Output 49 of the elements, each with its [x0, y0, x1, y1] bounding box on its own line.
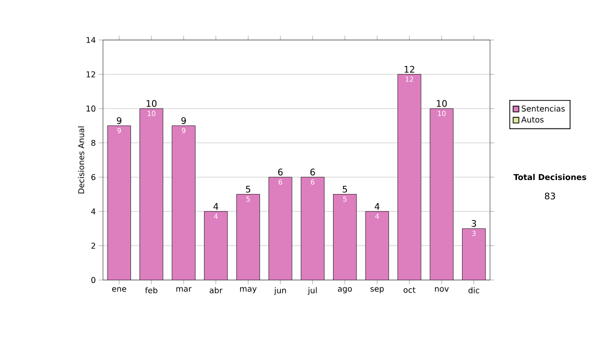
y-tick-label: 4: [91, 208, 96, 214]
y-tick-label: 6: [91, 174, 96, 180]
bar: [140, 108, 163, 280]
x-tick-label: oct: [404, 287, 416, 293]
bar: [236, 194, 260, 280]
total-label: 3: [472, 220, 476, 227]
y-tick-label: 10: [86, 106, 96, 112]
bar: [204, 211, 228, 280]
bar: [366, 211, 389, 280]
total-label: 10: [436, 100, 447, 107]
y-tick-label: 2: [91, 242, 96, 249]
total-label: 9: [181, 117, 186, 124]
bar: [268, 177, 292, 280]
x-tick-label: sep: [370, 287, 384, 294]
y-tick-label: 14: [86, 37, 96, 43]
x-tick-label: dic: [468, 287, 480, 294]
bar: [172, 126, 196, 280]
total-label: 5: [342, 186, 347, 193]
total-label: 5: [246, 186, 250, 193]
total-label: 4: [213, 203, 218, 210]
bar: [430, 108, 454, 280]
x-tick-label: may: [240, 287, 257, 294]
legend-label: Sentencias: [522, 105, 565, 112]
legend-label: Autos: [521, 116, 544, 123]
x-tick-label: nov: [435, 287, 449, 292]
bar: [462, 228, 486, 280]
bar: [398, 74, 421, 280]
x-tick-label: jul: [308, 287, 317, 295]
total-label: 10: [146, 100, 157, 107]
y-tick-label: 8: [91, 140, 96, 146]
x-tick-label: mar: [176, 287, 192, 292]
y-axis-title: Decisiones Anual: [78, 126, 84, 194]
bar: [301, 177, 324, 280]
x-tick-label: feb: [145, 287, 158, 294]
x-tick-label: ago: [338, 287, 352, 294]
x-tick-label: ene: [112, 287, 126, 292]
bar: [108, 126, 131, 280]
x-tick-label: abr: [210, 287, 223, 294]
total-label: 6: [278, 168, 283, 176]
y-tick-label: 12: [86, 71, 96, 78]
total-label: 6: [310, 168, 315, 176]
bar: [333, 194, 356, 280]
text: Total Decisiones: [514, 174, 586, 180]
total-label: 4: [374, 203, 380, 210]
total-label: 12: [404, 66, 414, 73]
text: 83: [544, 192, 556, 200]
y-tick-label: 0: [91, 276, 96, 284]
x-tick-label: jun: [274, 287, 286, 295]
total-label: 9: [116, 117, 122, 124]
